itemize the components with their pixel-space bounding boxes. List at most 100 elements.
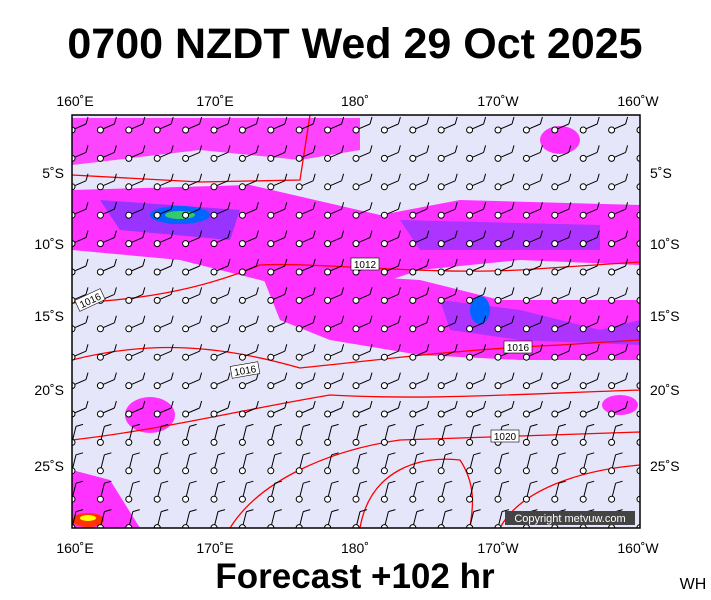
barb-staff	[639, 299, 640, 301]
barb-station	[210, 467, 218, 475]
forecast-label: Forecast +102 hr	[215, 557, 495, 596]
barb-station	[380, 240, 388, 248]
barb-flag	[568, 258, 572, 267]
barb-station	[125, 325, 133, 333]
barb-flag	[312, 145, 316, 153]
barb-station	[608, 495, 616, 503]
barb-flag	[227, 287, 231, 295]
barb-flag	[227, 258, 231, 267]
barb-flag	[483, 230, 487, 238]
barb-flag	[303, 452, 311, 456]
barb-flag	[170, 315, 174, 323]
barb-flag	[341, 400, 345, 409]
barb-station	[295, 211, 303, 219]
barb-flag	[303, 480, 311, 484]
copyright: Copyright metvuw.com	[514, 513, 625, 525]
barb-station	[125, 183, 133, 191]
barb-station	[238, 211, 246, 219]
barb-flag	[85, 400, 89, 409]
barb-station	[96, 183, 104, 191]
barb-station	[551, 382, 559, 390]
barb-station	[210, 268, 218, 276]
barb-flag	[104, 423, 112, 427]
barb-flag	[596, 202, 600, 210]
barb-station	[409, 495, 417, 503]
barb-flag	[199, 287, 203, 295]
barb-flag	[113, 287, 117, 295]
barb-flag	[615, 480, 623, 484]
barb-flag	[539, 372, 543, 380]
barb-flag	[227, 400, 231, 409]
barb-station	[295, 183, 303, 191]
barb-flag	[142, 400, 146, 409]
lat-label-left: 15˚S	[34, 308, 64, 324]
barb-flag	[426, 315, 430, 323]
barb-flag	[341, 173, 345, 181]
barb-station	[238, 495, 246, 503]
barb-station	[182, 240, 190, 248]
barb-station	[494, 325, 502, 333]
barb-station	[267, 410, 275, 418]
barb-station	[267, 154, 275, 162]
barb-flag	[274, 423, 282, 427]
lon-label-bottom: 170˚E	[196, 540, 233, 556]
barb-station	[182, 325, 190, 333]
barb-station	[324, 296, 332, 304]
barb-flag	[199, 344, 203, 352]
barb-station	[466, 353, 474, 361]
barb-flag	[312, 315, 316, 323]
barb-flag	[454, 287, 458, 295]
barb-flag	[369, 202, 373, 210]
barb-flag	[625, 258, 629, 267]
isobar-label-box	[490, 429, 520, 443]
barb-flag	[558, 423, 566, 427]
barb-station	[295, 268, 303, 276]
barb-flag	[170, 116, 174, 125]
barb-flag	[473, 452, 481, 456]
barb-station	[579, 438, 587, 446]
barb-flag	[142, 173, 146, 181]
barb-flag	[530, 480, 538, 484]
barb-flag	[142, 258, 146, 267]
barb-station	[494, 268, 502, 276]
barb-station	[380, 467, 388, 475]
barb-station	[324, 325, 332, 333]
barb-station	[238, 438, 246, 446]
barb-flag	[369, 116, 373, 125]
barb-station	[380, 183, 388, 191]
barb-flag	[255, 287, 259, 295]
barb-station	[267, 296, 275, 304]
barb-station	[551, 410, 559, 418]
barb-station	[380, 382, 388, 390]
barb-flag	[501, 509, 510, 513]
barb-station	[608, 467, 616, 475]
barb-station	[182, 126, 190, 134]
barb-flag	[596, 400, 600, 409]
lon-label-top: 170˚W	[477, 93, 519, 109]
barb-flag	[369, 287, 373, 295]
barb-station	[96, 353, 104, 361]
barb-flag	[654, 145, 656, 152]
barb-station	[352, 126, 360, 134]
barb-flag	[501, 423, 510, 427]
barb-flag	[132, 452, 140, 456]
barb-flag	[341, 372, 345, 380]
barb-station	[182, 495, 190, 503]
barb-flag	[341, 344, 345, 352]
barb-flag	[284, 372, 288, 380]
barb-flag	[142, 344, 146, 352]
barb-flag	[483, 116, 487, 125]
barb-flag	[246, 480, 254, 484]
barb-station	[522, 240, 530, 248]
barb-station	[494, 126, 502, 134]
barb-station	[608, 183, 616, 191]
barb-flag	[331, 423, 339, 427]
barb-station	[295, 353, 303, 361]
barb-station	[125, 126, 133, 134]
barb-station	[96, 325, 104, 333]
barb-flag	[312, 116, 316, 125]
barb-flag	[142, 287, 146, 295]
isobar-label: 1016	[229, 361, 261, 379]
barb-station	[182, 467, 190, 475]
barb-station	[295, 240, 303, 248]
